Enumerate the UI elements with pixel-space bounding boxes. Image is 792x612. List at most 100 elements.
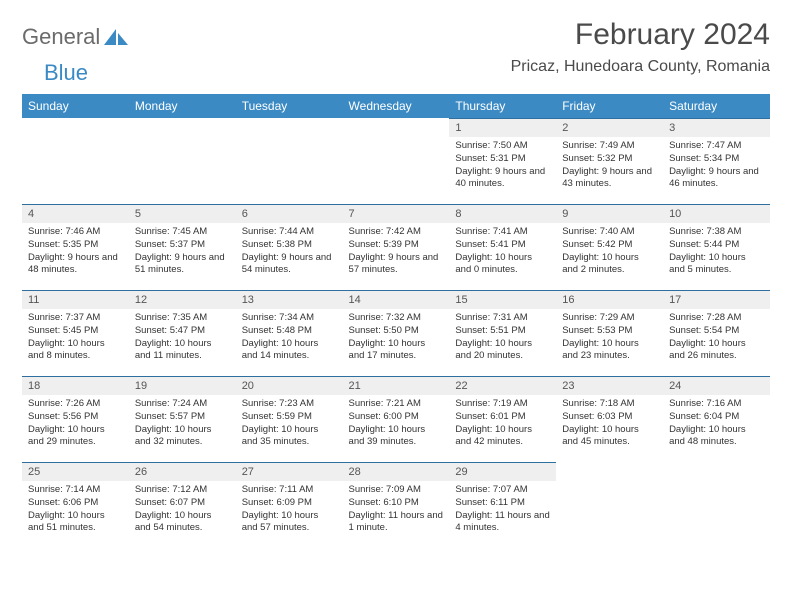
day-number: 16 <box>556 290 663 309</box>
day-details: Sunrise: 7:14 AMSunset: 6:06 PMDaylight:… <box>22 481 129 541</box>
day-details: Sunrise: 7:19 AMSunset: 6:01 PMDaylight:… <box>449 395 556 455</box>
calendar-week-row: 18Sunrise: 7:26 AMSunset: 5:56 PMDayligh… <box>22 376 770 462</box>
day-number: 23 <box>556 376 663 395</box>
logo-word-1: General <box>22 24 100 50</box>
calendar-day-cell: 17Sunrise: 7:28 AMSunset: 5:54 PMDayligh… <box>663 290 770 376</box>
day-number: 19 <box>129 376 236 395</box>
weekday-header: Saturday <box>663 94 770 118</box>
day-number: 15 <box>449 290 556 309</box>
calendar-day-cell: 4Sunrise: 7:46 AMSunset: 5:35 PMDaylight… <box>22 204 129 290</box>
day-number: 18 <box>22 376 129 395</box>
day-details: Sunrise: 7:11 AMSunset: 6:09 PMDaylight:… <box>236 481 343 541</box>
day-number: 2 <box>556 118 663 137</box>
calendar-week-row: 11Sunrise: 7:37 AMSunset: 5:45 PMDayligh… <box>22 290 770 376</box>
day-details: Sunrise: 7:44 AMSunset: 5:38 PMDaylight:… <box>236 223 343 283</box>
day-details: Sunrise: 7:26 AMSunset: 5:56 PMDaylight:… <box>22 395 129 455</box>
calendar-day-cell: 16Sunrise: 7:29 AMSunset: 5:53 PMDayligh… <box>556 290 663 376</box>
month-title: February 2024 <box>511 18 770 52</box>
day-details: Sunrise: 7:24 AMSunset: 5:57 PMDaylight:… <box>129 395 236 455</box>
logo-sail-icon <box>104 27 130 47</box>
calendar-day-cell: 20Sunrise: 7:23 AMSunset: 5:59 PMDayligh… <box>236 376 343 462</box>
day-details: Sunrise: 7:31 AMSunset: 5:51 PMDaylight:… <box>449 309 556 369</box>
calendar-day-cell: 22Sunrise: 7:19 AMSunset: 6:01 PMDayligh… <box>449 376 556 462</box>
weekday-header: Thursday <box>449 94 556 118</box>
day-details: Sunrise: 7:41 AMSunset: 5:41 PMDaylight:… <box>449 223 556 283</box>
day-details: Sunrise: 7:07 AMSunset: 6:11 PMDaylight:… <box>449 481 556 541</box>
location-label: Pricaz, Hunedoara County, Romania <box>511 58 770 76</box>
calendar-day-cell: 8Sunrise: 7:41 AMSunset: 5:41 PMDaylight… <box>449 204 556 290</box>
day-details: Sunrise: 7:23 AMSunset: 5:59 PMDaylight:… <box>236 395 343 455</box>
calendar-day-cell: 15Sunrise: 7:31 AMSunset: 5:51 PMDayligh… <box>449 290 556 376</box>
day-number: 11 <box>22 290 129 309</box>
weekday-header: Monday <box>129 94 236 118</box>
calendar-day-cell <box>22 118 129 204</box>
calendar-body: 1Sunrise: 7:50 AMSunset: 5:31 PMDaylight… <box>22 118 770 548</box>
calendar-day-cell: 14Sunrise: 7:32 AMSunset: 5:50 PMDayligh… <box>343 290 450 376</box>
calendar-day-cell <box>556 462 663 548</box>
day-number: 8 <box>449 204 556 223</box>
calendar-day-cell <box>129 118 236 204</box>
calendar-week-row: 1Sunrise: 7:50 AMSunset: 5:31 PMDaylight… <box>22 118 770 204</box>
day-details: Sunrise: 7:12 AMSunset: 6:07 PMDaylight:… <box>129 481 236 541</box>
calendar-day-cell: 27Sunrise: 7:11 AMSunset: 6:09 PMDayligh… <box>236 462 343 548</box>
day-details: Sunrise: 7:21 AMSunset: 6:00 PMDaylight:… <box>343 395 450 455</box>
calendar-day-cell: 25Sunrise: 7:14 AMSunset: 6:06 PMDayligh… <box>22 462 129 548</box>
calendar-week-row: 4Sunrise: 7:46 AMSunset: 5:35 PMDaylight… <box>22 204 770 290</box>
calendar-week-row: 25Sunrise: 7:14 AMSunset: 6:06 PMDayligh… <box>22 462 770 548</box>
calendar-day-cell: 3Sunrise: 7:47 AMSunset: 5:34 PMDaylight… <box>663 118 770 204</box>
day-details: Sunrise: 7:35 AMSunset: 5:47 PMDaylight:… <box>129 309 236 369</box>
calendar-day-cell: 23Sunrise: 7:18 AMSunset: 6:03 PMDayligh… <box>556 376 663 462</box>
day-number: 26 <box>129 462 236 481</box>
day-details: Sunrise: 7:49 AMSunset: 5:32 PMDaylight:… <box>556 137 663 197</box>
day-details: Sunrise: 7:42 AMSunset: 5:39 PMDaylight:… <box>343 223 450 283</box>
calendar-table: SundayMondayTuesdayWednesdayThursdayFrid… <box>22 94 770 548</box>
day-number: 5 <box>129 204 236 223</box>
weekday-header: Friday <box>556 94 663 118</box>
day-details: Sunrise: 7:18 AMSunset: 6:03 PMDaylight:… <box>556 395 663 455</box>
day-details: Sunrise: 7:09 AMSunset: 6:10 PMDaylight:… <box>343 481 450 541</box>
calendar-day-cell: 7Sunrise: 7:42 AMSunset: 5:39 PMDaylight… <box>343 204 450 290</box>
day-number: 25 <box>22 462 129 481</box>
day-details: Sunrise: 7:38 AMSunset: 5:44 PMDaylight:… <box>663 223 770 283</box>
calendar-day-cell <box>663 462 770 548</box>
calendar-day-cell: 24Sunrise: 7:16 AMSunset: 6:04 PMDayligh… <box>663 376 770 462</box>
day-number: 22 <box>449 376 556 395</box>
weekday-header: Wednesday <box>343 94 450 118</box>
day-number: 29 <box>449 462 556 481</box>
calendar-day-cell: 6Sunrise: 7:44 AMSunset: 5:38 PMDaylight… <box>236 204 343 290</box>
calendar-day-cell: 29Sunrise: 7:07 AMSunset: 6:11 PMDayligh… <box>449 462 556 548</box>
calendar-day-cell: 9Sunrise: 7:40 AMSunset: 5:42 PMDaylight… <box>556 204 663 290</box>
day-details: Sunrise: 7:34 AMSunset: 5:48 PMDaylight:… <box>236 309 343 369</box>
calendar-day-cell: 10Sunrise: 7:38 AMSunset: 5:44 PMDayligh… <box>663 204 770 290</box>
weekday-header: Tuesday <box>236 94 343 118</box>
day-number: 10 <box>663 204 770 223</box>
calendar-day-cell: 11Sunrise: 7:37 AMSunset: 5:45 PMDayligh… <box>22 290 129 376</box>
day-details: Sunrise: 7:37 AMSunset: 5:45 PMDaylight:… <box>22 309 129 369</box>
day-details: Sunrise: 7:29 AMSunset: 5:53 PMDaylight:… <box>556 309 663 369</box>
weekday-header: Sunday <box>22 94 129 118</box>
calendar-day-cell: 13Sunrise: 7:34 AMSunset: 5:48 PMDayligh… <box>236 290 343 376</box>
day-number: 4 <box>22 204 129 223</box>
calendar-day-cell <box>343 118 450 204</box>
day-number: 21 <box>343 376 450 395</box>
day-number: 24 <box>663 376 770 395</box>
calendar-day-cell: 12Sunrise: 7:35 AMSunset: 5:47 PMDayligh… <box>129 290 236 376</box>
day-number: 9 <box>556 204 663 223</box>
day-details: Sunrise: 7:16 AMSunset: 6:04 PMDaylight:… <box>663 395 770 455</box>
day-number: 28 <box>343 462 450 481</box>
day-details: Sunrise: 7:40 AMSunset: 5:42 PMDaylight:… <box>556 223 663 283</box>
day-number: 17 <box>663 290 770 309</box>
day-details: Sunrise: 7:46 AMSunset: 5:35 PMDaylight:… <box>22 223 129 283</box>
calendar-day-cell: 5Sunrise: 7:45 AMSunset: 5:37 PMDaylight… <box>129 204 236 290</box>
day-number: 1 <box>449 118 556 137</box>
calendar-day-cell: 19Sunrise: 7:24 AMSunset: 5:57 PMDayligh… <box>129 376 236 462</box>
day-number: 20 <box>236 376 343 395</box>
day-number: 6 <box>236 204 343 223</box>
calendar-day-cell: 28Sunrise: 7:09 AMSunset: 6:10 PMDayligh… <box>343 462 450 548</box>
day-number: 14 <box>343 290 450 309</box>
day-number: 7 <box>343 204 450 223</box>
day-number: 27 <box>236 462 343 481</box>
day-details: Sunrise: 7:28 AMSunset: 5:54 PMDaylight:… <box>663 309 770 369</box>
calendar-day-cell: 26Sunrise: 7:12 AMSunset: 6:07 PMDayligh… <box>129 462 236 548</box>
logo: General <box>22 18 130 50</box>
